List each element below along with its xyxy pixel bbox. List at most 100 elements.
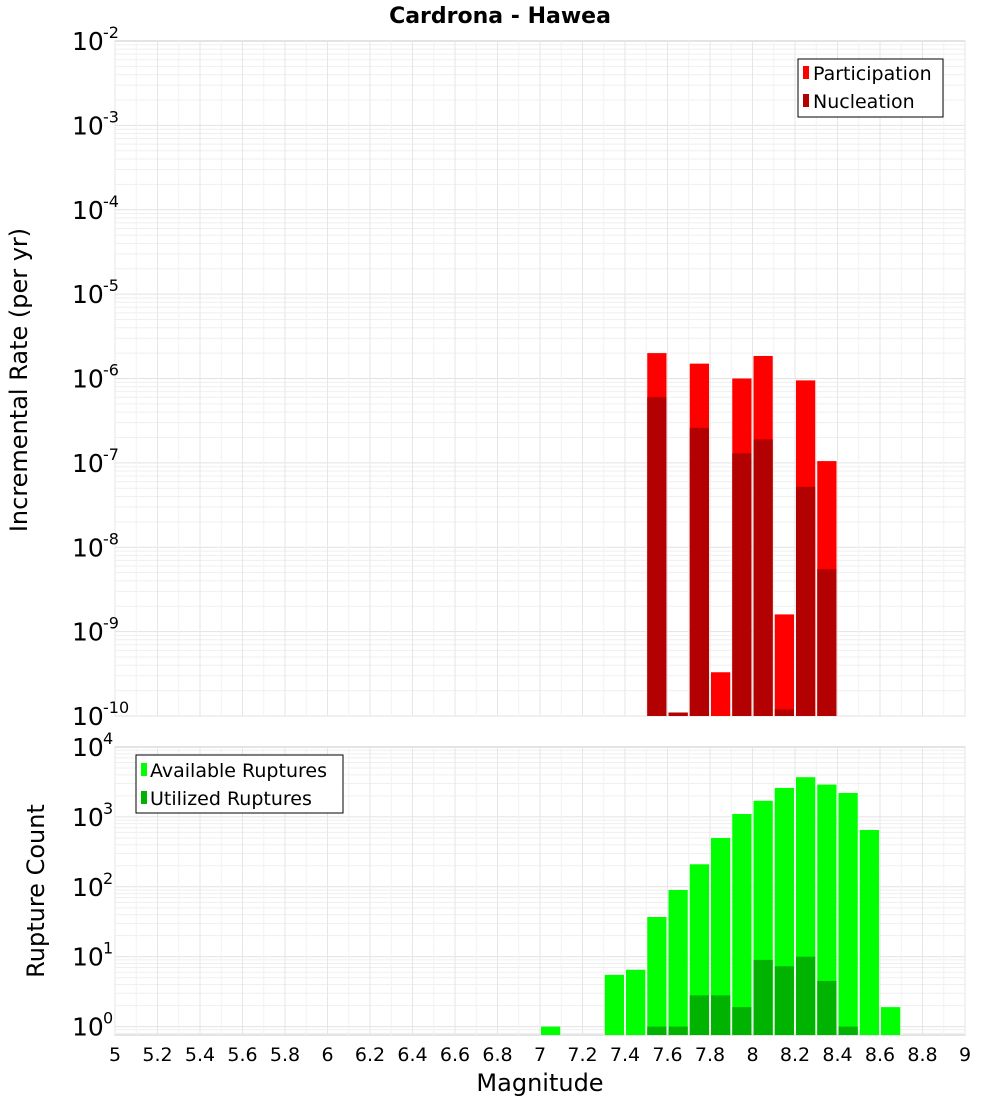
svg-text:-7: -7 [103, 445, 119, 464]
top-plot: 10-210-310-410-510-610-710-810-910-10 In… [5, 23, 966, 731]
svg-text:10: 10 [72, 1013, 104, 1042]
x-tick-label: 6.4 [397, 1044, 427, 1066]
x-tick-label: 8.2 [780, 1044, 810, 1066]
svg-text:10: 10 [72, 533, 104, 562]
legend-swatch-participation [803, 66, 809, 79]
top-bar-nucleation [817, 569, 837, 716]
legend-swatch-utilized-ruptures [141, 791, 147, 804]
y-tick-label: 10 -4 [72, 192, 119, 225]
top-legend-box [797, 58, 944, 118]
bottom-bar-available-ruptures [838, 792, 858, 1035]
svg-text:10: 10 [72, 365, 104, 394]
top-bar-nucleation [668, 712, 688, 716]
bottom-bar-available-ruptures [732, 814, 752, 1035]
bottom-bar-available-ruptures [604, 974, 624, 1035]
svg-text:2: 2 [103, 869, 113, 888]
y-tick-label: 10 -8 [72, 529, 119, 562]
svg-text:0: 0 [103, 1009, 113, 1028]
y-tick-label: 10 -7 [72, 445, 119, 478]
y-tick-label: 10 -5 [72, 276, 119, 309]
x-axis-label: Magnitude [476, 1069, 603, 1097]
bottom-bars [541, 777, 901, 1035]
x-tick-label: 7.8 [695, 1044, 725, 1066]
svg-text:10: 10 [72, 702, 104, 731]
x-tick-label: 5.6 [227, 1044, 257, 1066]
bottom-y-axis-label: Rupture Count [22, 804, 50, 978]
y-tick-label: 10 -6 [72, 361, 119, 394]
svg-text:10: 10 [72, 733, 104, 762]
svg-text:3: 3 [103, 799, 113, 818]
bottom-bar-utilized-ruptures [689, 995, 709, 1035]
x-tick-label: 9 [959, 1044, 971, 1066]
top-bar-participation [711, 672, 731, 716]
bottom-bar-available-ruptures [859, 829, 879, 1035]
svg-text:1: 1 [103, 939, 113, 958]
x-tick-label: 5.4 [185, 1044, 215, 1066]
y-tick-label: 10 -9 [72, 614, 119, 647]
top-bar-nucleation [774, 709, 794, 716]
y-tick-label: 10 -2 [72, 23, 119, 56]
bottom-bar-available-ruptures [668, 890, 688, 1035]
svg-text:-5: -5 [103, 276, 119, 295]
x-tick-label: 5.2 [142, 1044, 172, 1066]
bottom-bar-available-ruptures [711, 837, 731, 1035]
top-y-tick-labels: 10-210-310-410-510-610-710-810-910-10 [72, 23, 129, 731]
y-tick-label: 10 4 [72, 729, 113, 762]
top-bar-nucleation [689, 427, 709, 716]
bottom-legend: Available Ruptures Utilized Ruptures [135, 754, 344, 814]
top-gridlines [114, 41, 966, 717]
y-tick-label: 10 3 [72, 799, 113, 832]
bottom-bar-available-ruptures [689, 864, 709, 1035]
x-tick-label: 6.8 [482, 1044, 512, 1066]
bottom-bar-utilized-ruptures [753, 959, 773, 1035]
legend-swatch-nucleation [803, 94, 809, 107]
svg-text:-8: -8 [103, 529, 119, 548]
y-tick-label: 10 1 [72, 939, 113, 972]
legend-label-utilized-ruptures: Utilized Ruptures [150, 788, 312, 810]
svg-text:4: 4 [103, 729, 113, 748]
top-legend: Participation Nucleation [797, 58, 944, 118]
svg-text:-3: -3 [103, 107, 119, 126]
x-tick-label: 7.4 [610, 1044, 640, 1066]
svg-text:10: 10 [72, 27, 104, 56]
bottom-bar-utilized-ruptures [711, 995, 731, 1035]
svg-text:10: 10 [72, 449, 104, 478]
bottom-bar-available-ruptures [541, 1026, 561, 1035]
bottom-bar-available-ruptures [626, 969, 646, 1035]
x-tick-labels: 5 5.2 5.4 5.6 5.8 6 6.2 6.4 6.6 6.8 7 7.2 7.4 7.6 7.8 8… [109, 1044, 971, 1066]
x-tick-label: 8.4 [822, 1044, 852, 1066]
x-tick-label: 6 [321, 1044, 333, 1066]
svg-text:10: 10 [72, 803, 104, 832]
svg-text:10: 10 [72, 943, 104, 972]
svg-text:-2: -2 [103, 23, 119, 42]
x-tick-label: 7.6 [652, 1044, 682, 1066]
top-bar-participation [774, 614, 794, 716]
x-tick-label: 6.2 [355, 1044, 385, 1066]
x-tick-label: 7 [534, 1044, 546, 1066]
bottom-bar-available-ruptures [881, 1007, 901, 1035]
legend-label-participation: Participation [813, 63, 932, 85]
svg-text:10: 10 [72, 280, 104, 309]
chart-title: Cardrona - Hawea [389, 4, 611, 29]
x-tick-label: 5 [109, 1044, 121, 1066]
legend-label-available-ruptures: Available Ruptures [150, 760, 327, 782]
bottom-bar-utilized-ruptures [817, 980, 837, 1035]
bottom-bar-available-ruptures [817, 784, 837, 1035]
top-bar-nucleation [647, 397, 667, 716]
x-tick-label: 5.8 [270, 1044, 300, 1066]
svg-text:10: 10 [72, 618, 104, 647]
bottom-bar-utilized-ruptures [838, 1026, 858, 1035]
y-tick-label: 10 -10 [72, 698, 129, 731]
legend-label-nucleation: Nucleation [813, 91, 915, 113]
top-bar-nucleation [796, 486, 816, 716]
y-tick-label: 10 -3 [72, 107, 119, 140]
svg-text:10: 10 [72, 196, 104, 225]
svg-text:-4: -4 [103, 192, 119, 211]
svg-text:-6: -6 [103, 361, 119, 380]
y-tick-label: 10 0 [72, 1009, 113, 1042]
legend-swatch-available-ruptures [141, 763, 147, 776]
x-tick-label: 7.2 [567, 1044, 597, 1066]
